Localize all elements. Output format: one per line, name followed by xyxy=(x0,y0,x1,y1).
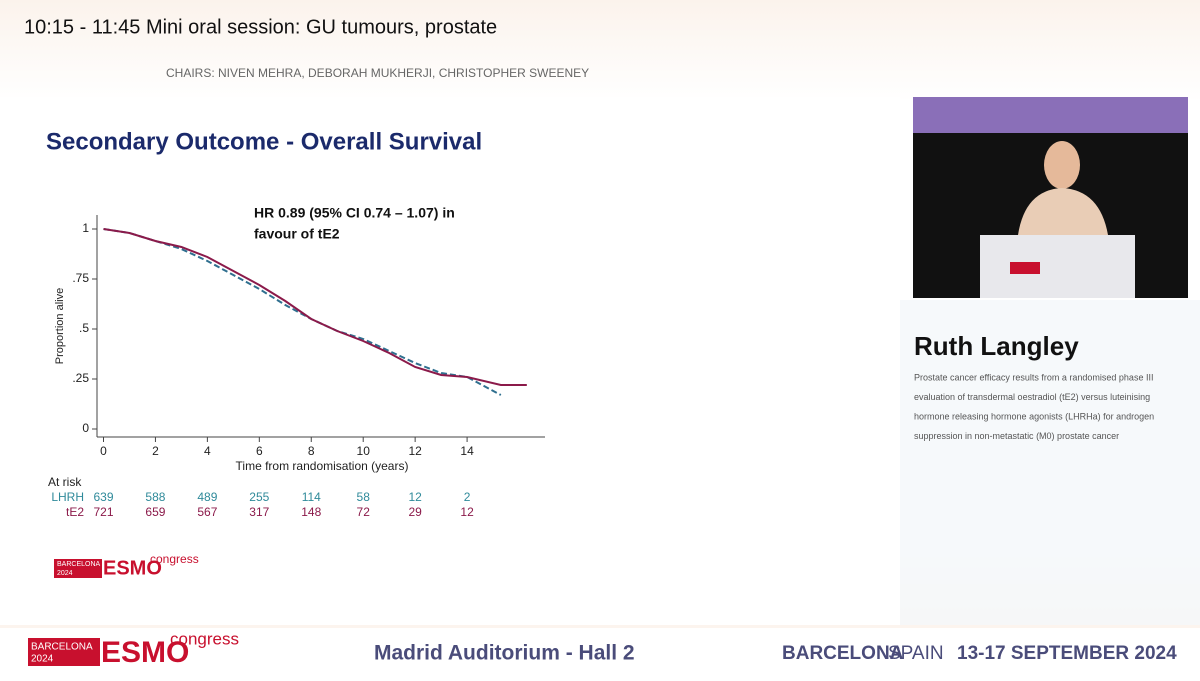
at-risk-count: 639 xyxy=(93,490,113,504)
y-tick-label: .25 xyxy=(72,371,89,385)
speaker-name: Ruth Langley xyxy=(914,331,1079,361)
logo-event: congress xyxy=(170,629,239,648)
slide-title: Secondary Outcome - Overall Survival xyxy=(46,128,482,155)
slide-logo: BARCELONA 2024 ESMO congress xyxy=(54,552,199,579)
x-tick-label: 8 xyxy=(308,444,315,458)
logo-year: 2024 xyxy=(57,570,73,577)
x-tick-label: 14 xyxy=(460,444,474,458)
x-tick-label: 4 xyxy=(204,444,211,458)
logo-brand: ESMO xyxy=(101,636,189,669)
footer-logo: BARCELONA 2024 ESMO congress xyxy=(28,629,239,669)
logo-event: congress xyxy=(150,552,199,566)
at-risk-title: At risk xyxy=(48,475,82,489)
logo-city: BARCELONA xyxy=(31,642,93,653)
chairs: CHAIRS: NIVEN MEHRA, DEBORAH MUKHERJI, C… xyxy=(166,66,589,80)
at-risk-count: 317 xyxy=(249,505,269,519)
x-tick-label: 2 xyxy=(152,444,159,458)
at-risk-count: 29 xyxy=(408,505,422,519)
footer-bar xyxy=(0,628,1200,676)
y-tick-label: 1 xyxy=(82,221,89,235)
x-axis-title: Time from randomisation (years) xyxy=(236,459,409,473)
at-risk-group: LHRH xyxy=(51,490,84,504)
x-tick-label: 6 xyxy=(256,444,263,458)
speaker-head xyxy=(1044,141,1080,189)
logo-box xyxy=(28,638,100,666)
venue: Madrid Auditorium - Hall 2 xyxy=(374,642,635,665)
logo-year: 2024 xyxy=(31,654,54,665)
footer-dates: 13-17 SEPTEMBER 2024 xyxy=(957,643,1177,664)
x-tick-label: 12 xyxy=(408,444,422,458)
y-axis-title: Proportion alive xyxy=(54,288,66,364)
description-line: evaluation of transdermal oestradiol (tE… xyxy=(914,392,1150,402)
footer-country: SPAIN xyxy=(888,643,944,664)
at-risk-group: tE2 xyxy=(66,505,84,519)
description-line: suppression in non-metastatic (M0) prost… xyxy=(914,431,1119,441)
speaker-panel xyxy=(900,300,1200,625)
lectern-logo xyxy=(1010,262,1040,274)
at-risk-count: 721 xyxy=(93,505,113,519)
survival-curve xyxy=(103,228,527,386)
speaker-body xyxy=(1018,188,1108,235)
lectern xyxy=(980,235,1135,298)
at-risk-count: 114 xyxy=(302,490,321,504)
y-tick-label: .5 xyxy=(79,321,89,335)
at-risk-count: 12 xyxy=(460,505,474,519)
description-line: Prostate cancer efficacy results from a … xyxy=(914,372,1153,382)
at-risk-count: 148 xyxy=(301,505,321,519)
footer-city: BARCELONA xyxy=(782,643,904,664)
at-risk-count: 255 xyxy=(249,490,269,504)
x-tick-label: 10 xyxy=(357,444,371,458)
at-risk-count: 567 xyxy=(197,505,217,519)
y-tick-label: .75 xyxy=(72,271,89,285)
session-title: 10:15 - 11:45 Mini oral session: GU tumo… xyxy=(24,16,497,38)
video-ceiling xyxy=(913,97,1188,133)
annotation: HR 0.89 (95% CI 0.74 – 1.07) in xyxy=(254,205,455,221)
logo-brand: ESMO xyxy=(103,557,162,579)
speaker-video xyxy=(913,97,1188,298)
logo-city: BARCELONA xyxy=(57,561,101,568)
slide xyxy=(0,97,900,625)
at-risk-count: 588 xyxy=(145,490,165,504)
description-line: hormone releasing hormone agonists (LHRH… xyxy=(914,411,1154,421)
at-risk-count: 659 xyxy=(145,505,165,519)
x-tick-label: 0 xyxy=(100,444,107,458)
at-risk-count: 58 xyxy=(357,490,371,504)
speaker-description: Prostate cancer efficacy results from a … xyxy=(914,372,1154,441)
annotation: favour of tE2 xyxy=(254,226,340,242)
y-tick-label: 0 xyxy=(82,421,89,435)
at-risk-count: 72 xyxy=(357,505,371,519)
at-risk-count: 489 xyxy=(197,490,217,504)
at-risk-count: 12 xyxy=(408,490,422,504)
logo-box xyxy=(54,559,102,578)
at-risk-count: 2 xyxy=(464,490,471,504)
